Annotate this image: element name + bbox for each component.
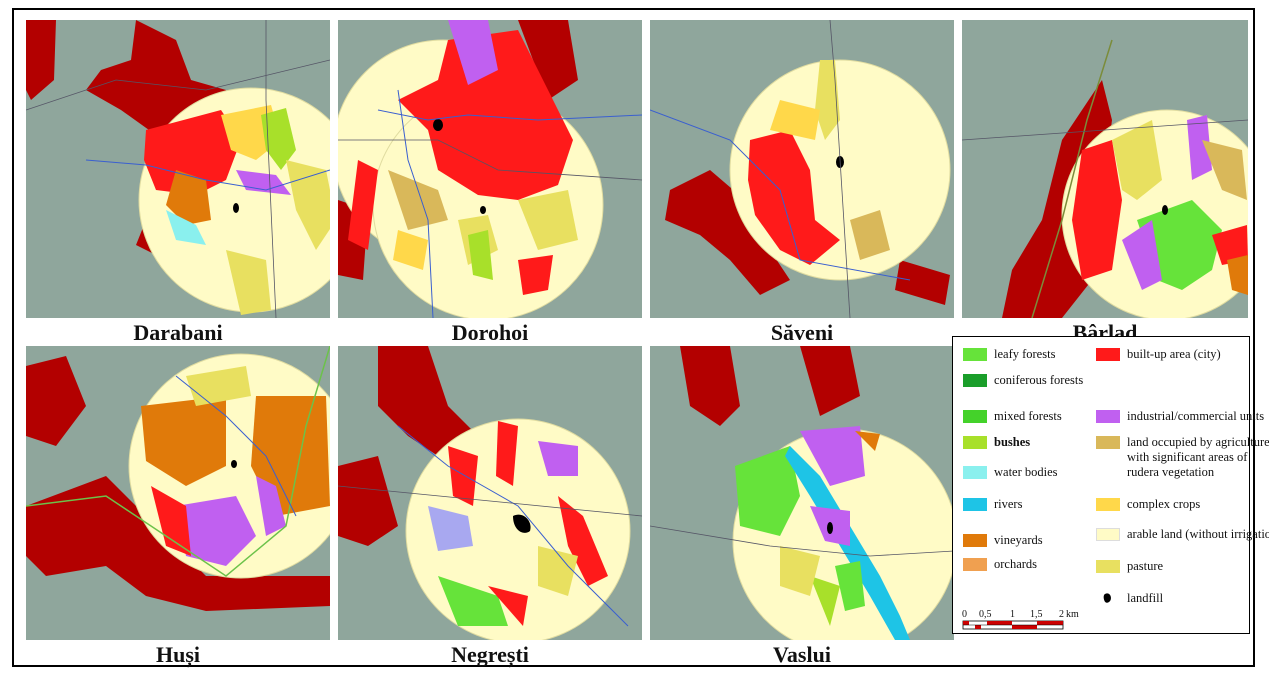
scale-unit: km [1066, 609, 1079, 620]
map-negresti [338, 346, 642, 640]
caption-saveni: Săveni [770, 320, 834, 345]
swatch-bushes [963, 436, 987, 449]
map-panel-darabani [26, 20, 330, 318]
scale-tick-1: 1 [1010, 609, 1015, 620]
map-panel-negresti [338, 346, 642, 640]
swatch-rivers [963, 498, 987, 511]
swatch-agriculture-rudera [1096, 436, 1120, 449]
landfill-icon [1103, 593, 1111, 603]
scale-tick-0-5: 0,5 [979, 609, 992, 620]
map-panel-husi [26, 346, 330, 640]
swatch-industrial-commercial [1096, 410, 1120, 423]
map-barlad [962, 20, 1248, 318]
scale-tick-1-5: 1,5 [1030, 609, 1043, 620]
caption-dorohoi: Dorohoi [451, 320, 529, 345]
swatch-vineyards [963, 534, 987, 547]
swatch-pasture [1096, 560, 1120, 573]
swatch-arable-land [1096, 528, 1120, 541]
legend: leafy forests coniferous forests mixed f… [952, 336, 1269, 634]
swatch-built-up-area [1096, 348, 1120, 361]
scale-bar-graphic: 0 0,5 1 1,5 2 km [962, 609, 1079, 630]
scale-tick-0: 0 [962, 609, 967, 620]
map-panel-vaslui [650, 346, 954, 640]
swatch-orchards [963, 558, 987, 571]
map-saveni [650, 20, 954, 318]
caption-negresti: Negrești [451, 642, 529, 667]
swatch-complex-crops [1096, 498, 1120, 511]
map-panel-saveni [650, 20, 954, 318]
map-panel-barlad [962, 20, 1248, 318]
map-dorohoi [338, 20, 642, 318]
map-darabani [26, 20, 330, 318]
scale-bar: 0 0,5 1 1,5 2 km [962, 607, 1092, 642]
swatch-coniferous-forests [963, 374, 987, 387]
caption-husi: Huși [155, 642, 201, 667]
caption-darabani: Darabani [133, 320, 223, 345]
caption-vaslui: Vaslui [773, 642, 831, 667]
map-vaslui [650, 346, 954, 640]
swatch-leafy-forests [963, 348, 987, 361]
swatch-water-bodies [963, 466, 987, 479]
scale-tick-2: 2 [1059, 609, 1064, 620]
map-husi [26, 346, 330, 640]
swatch-mixed-forests [963, 410, 987, 423]
map-panel-dorohoi [338, 20, 642, 318]
